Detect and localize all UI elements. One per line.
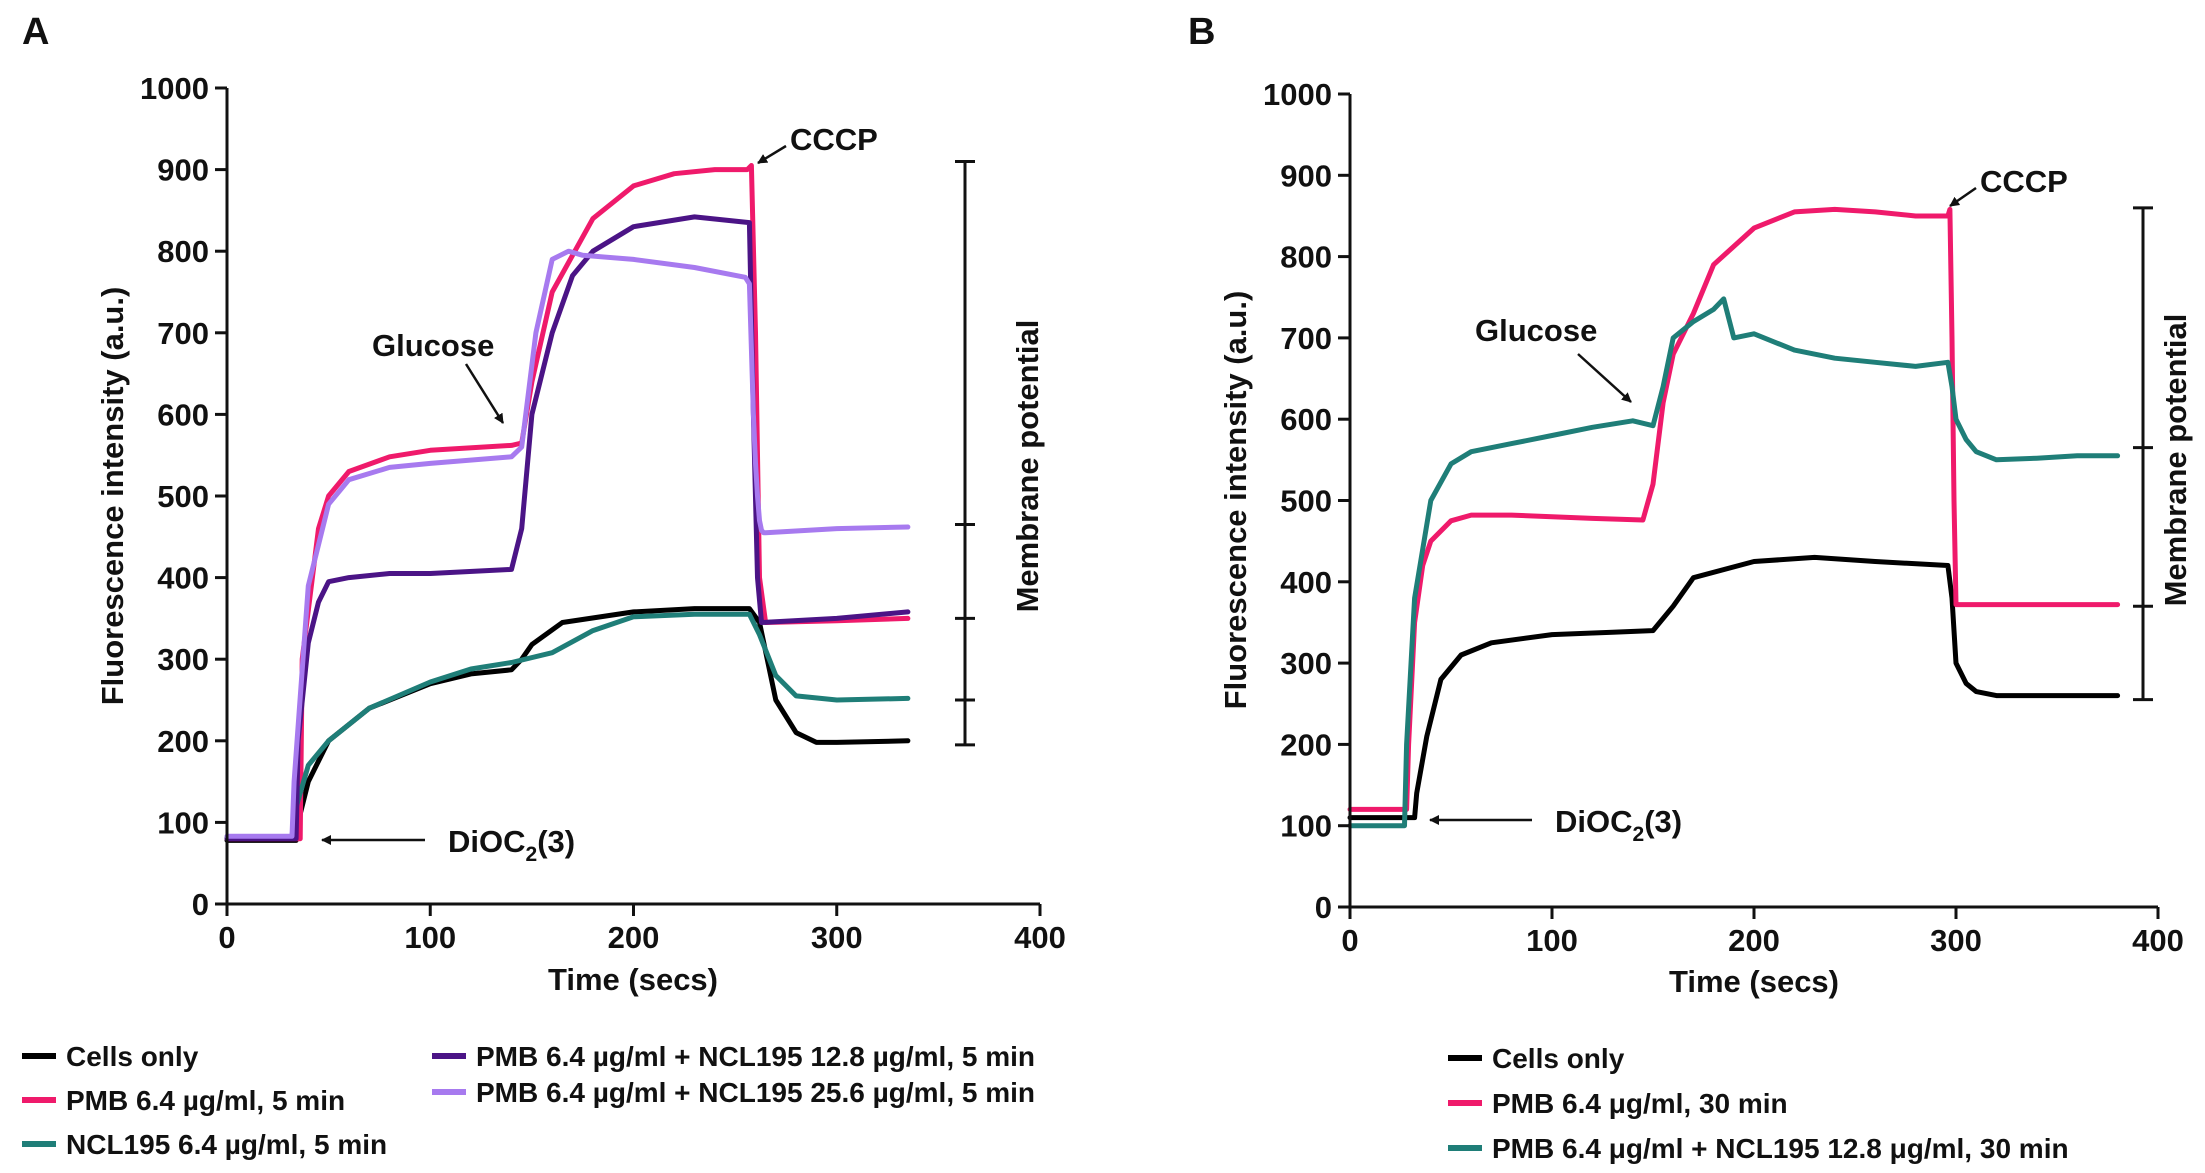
panel-a-dioc-tail: (3) — [537, 824, 575, 859]
panel-a-legend: Cells only PMB 6.4 µg/ml, 5 min NCL195 6… — [22, 1041, 1035, 1160]
panel-b-dioc-tail: (3) — [1644, 804, 1682, 839]
panel-a-dioc-label: DiOC2(3) — [448, 824, 575, 866]
panel-a-xtick-label-3: 300 — [811, 920, 863, 955]
panel-a-ytick-label-7: 700 — [157, 316, 209, 351]
panel-b-xtick-label-3: 300 — [1930, 923, 1982, 958]
panel-b-legend: Cells only PMB 6.4 μg/ml, 30 min PMB 6.4… — [1448, 1043, 2069, 1164]
panel-b-dioc-sub: 2 — [1633, 823, 1645, 846]
panel-a-cccp-arrow — [757, 144, 787, 165]
panel-b-glucose-arrow — [1577, 353, 1632, 403]
panel-a-ticks: 0 100 200 300 400 500 600 700 800 900 1000 0 100 200 3… — [140, 71, 1066, 955]
legend-a-label-0: Cells only — [66, 1041, 199, 1072]
panel-b-ytick-label-3: 300 — [1280, 646, 1332, 681]
panel-a-glucose-label: Glucose — [372, 328, 494, 363]
panel-b-series-1 — [1347, 206, 2121, 812]
panel-b-xtick-label-0: 0 — [1341, 923, 1358, 958]
panel-b-y-axis-title: Fluorescence intensity (a.u.) — [1218, 291, 1253, 710]
panel-b-ytick-label-4: 400 — [1280, 565, 1332, 600]
panel-a-xtick-label-2: 200 — [608, 920, 660, 955]
panel-b-series-0 — [1347, 554, 2121, 821]
panel-b-ytick-label-10: 1000 — [1263, 77, 1332, 112]
panel-a-series-layer — [224, 163, 911, 843]
panel-b-series-2 — [1347, 296, 2121, 829]
panel-b-glucose-label: Glucose — [1475, 313, 1597, 348]
legend-a-label-4: PMB 6.4 µg/ml + NCL195 25.6 µg/ml, 5 min — [476, 1077, 1035, 1108]
panel-a-x-axis-title: Time (secs) — [548, 962, 718, 997]
panel-b-membrane-bracket — [2133, 206, 2153, 702]
panel-a-ytick-label-0: 0 — [192, 887, 209, 922]
panel-a-series-3 — [224, 214, 911, 842]
panel-b-membrane-label: Membrane potential — [2158, 314, 2193, 607]
panel-b-ytick-label-1: 100 — [1280, 809, 1332, 844]
panel-a-ytick-label-8: 800 — [157, 234, 209, 269]
panel-b-x-axis-title: Time (secs) — [1669, 964, 1839, 999]
panel-a-series-1 — [224, 163, 911, 842]
legend-b-label-1: PMB 6.4 μg/ml, 30 min — [1492, 1088, 1788, 1119]
legend-b-label-2: PMB 6.4 μg/ml + NCL195 12.8 μg/ml, 30 mi… — [1492, 1133, 2069, 1164]
legend-b-label-0: Cells only — [1492, 1043, 1625, 1074]
panel-a-label: A — [22, 11, 49, 53]
panel-b-ytick-label-7: 700 — [1280, 321, 1332, 356]
panel-a-xtick-label-4: 400 — [1014, 920, 1066, 955]
panel-b-dioc-label: DiOC2(3) — [1555, 804, 1682, 846]
panel-b-series-layer — [1347, 206, 2121, 829]
panel-b-ticks: 0 100 200 300 400 500 600 700 800 900 1000 0 100 200 3… — [1263, 77, 2184, 958]
panel-a-cccp-label: CCCP — [790, 122, 878, 157]
panel-a-glucose-arrow — [464, 363, 505, 424]
panel-a-membrane-label: Membrane potential — [1010, 320, 1045, 613]
panel-a-ytick-label-3: 300 — [157, 642, 209, 677]
panel-a-series-2 — [224, 611, 911, 840]
panel-b-cccp-arrow — [1949, 186, 1977, 208]
legend-a-label-2: NCL195 6.4 µg/ml, 5 min — [66, 1129, 387, 1160]
panel-a-series-0 — [224, 606, 911, 843]
panel-a-y-axis-title: Fluorescence intensity (a.u.) — [95, 287, 130, 706]
panel-b-xtick-label-1: 100 — [1526, 923, 1578, 958]
panel-a-dioc-main: DiOC — [448, 824, 526, 859]
panel-b-xtick-label-4: 400 — [2132, 923, 2184, 958]
panel-a-xtick-label-0: 0 — [218, 920, 235, 955]
panel-b-label: B — [1188, 11, 1215, 53]
legend-a-label-1: PMB 6.4 µg/ml, 5 min — [66, 1085, 345, 1116]
panel-a-ytick-label-4: 400 — [157, 561, 209, 596]
panel-b-ytick-label-9: 900 — [1280, 158, 1332, 193]
panel-b-dioc-main: DiOC — [1555, 804, 1633, 839]
panel-a-plot: 0 100 200 300 400 500 600 700 800 900 1000 0 100 200 3… — [95, 71, 1066, 997]
panel-a-dioc-sub: 2 — [526, 843, 538, 866]
panel-b-ytick-label-2: 200 — [1280, 727, 1332, 762]
panel-a-ytick-label-10: 1000 — [140, 71, 209, 106]
panel-b-ytick-label-5: 500 — [1280, 484, 1332, 519]
panel-b-ytick-label-8: 800 — [1280, 240, 1332, 275]
panel-a-ytick-label-2: 200 — [157, 724, 209, 759]
panel-a-xtick-label-1: 100 — [404, 920, 456, 955]
panel-b-ytick-label-0: 0 — [1315, 890, 1332, 925]
panel-a-ytick-label-6: 600 — [157, 397, 209, 432]
panel-b-plot: 0 100 200 300 400 500 600 700 800 900 1000 0 100 200 3… — [1218, 77, 2193, 999]
panel-a-membrane-bracket — [955, 159, 975, 747]
panel-b-cccp-label: CCCP — [1980, 164, 2068, 199]
panel-a-ytick-label-9: 900 — [157, 153, 209, 188]
panel-b-xtick-label-2: 200 — [1728, 923, 1780, 958]
legend-a-label-3: PMB 6.4 µg/ml + NCL195 12.8 µg/ml, 5 min — [476, 1041, 1035, 1072]
panel-a-series-4 — [224, 248, 911, 839]
panel-a-ytick-label-5: 500 — [157, 479, 209, 514]
panel-a-ytick-label-1: 100 — [157, 805, 209, 840]
panel-b-ytick-label-6: 600 — [1280, 402, 1332, 437]
